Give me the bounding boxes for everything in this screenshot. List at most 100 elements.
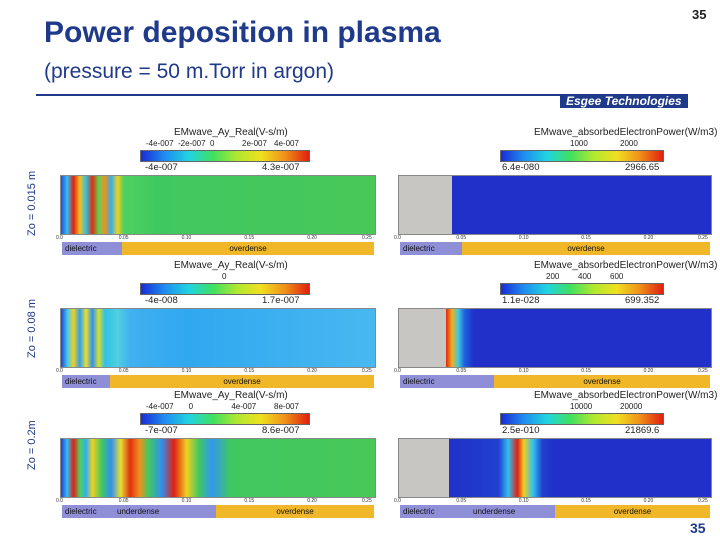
- left-colorbar-tick: 0: [222, 272, 227, 281]
- right-colorbar-max: 21869.6: [625, 425, 660, 436]
- left-axis-tick: 0.0: [56, 235, 63, 241]
- right-field-plot: [398, 175, 712, 235]
- right-axis-tick: 0.0: [394, 368, 401, 374]
- right-colorbar-tick: 1000: [570, 139, 588, 148]
- right-axis-tick: 0.20: [643, 368, 654, 374]
- left-colorbar: [140, 150, 310, 162]
- left-axis-tick: 0.25: [362, 368, 372, 374]
- left-colorbar-max: 1.7e-007: [262, 295, 300, 306]
- page-number-top: 35: [692, 7, 707, 22]
- right-axis-tick: 0.15: [581, 498, 591, 504]
- left-axis-tick: 0.10: [181, 368, 192, 374]
- left-axis-tick: 0.15: [244, 498, 255, 504]
- right-colorbar: [500, 283, 664, 295]
- left-colorbar-max: 8.6e-007: [262, 425, 300, 436]
- left-colorbar-title: EMwave_Ay_Real(V-s/m): [174, 127, 288, 138]
- left-axis-tick: 0.20: [307, 498, 317, 504]
- right-axis-tick: 0.20: [643, 498, 654, 504]
- right-axis-tick: 0.05: [456, 368, 467, 374]
- right-axis-tick: 0.20: [643, 235, 654, 241]
- right-colorbar-tick: 10000: [570, 402, 593, 411]
- left-colorbar-tick: -2e-007: [178, 139, 206, 148]
- left-region-di: dielectric: [62, 242, 122, 255]
- right-axis-tick: 0.10: [518, 498, 529, 504]
- left-field-plot: [60, 175, 376, 235]
- left-axis-tick: 0.15: [244, 235, 255, 241]
- right-axis-tick: 0.0: [394, 498, 401, 504]
- right-axis-tick: 0.25: [698, 235, 708, 241]
- right-axis-tick: 0.05: [456, 235, 467, 241]
- left-colorbar-min: -4e-007: [145, 162, 178, 173]
- left-region-ov: overdense: [110, 375, 374, 388]
- right-colorbar-tick: 2000: [620, 139, 638, 148]
- right-colorbar: [500, 413, 664, 425]
- left-colorbar-title: EMwave_Ay_Real(V-s/m): [174, 260, 288, 271]
- page-subtitle: (pressure = 50 m.Torr in argon): [44, 60, 335, 83]
- right-colorbar-min: 6.4e-080: [502, 162, 540, 173]
- right-colorbar-max: 2966.65: [625, 162, 660, 173]
- right-colorbar-min: 2.5e-010: [502, 425, 540, 436]
- left-axis-tick: 0.20: [307, 368, 317, 374]
- left-colorbar-title: EMwave_Ay_Real(V-s/m): [174, 390, 288, 401]
- left-axis-tick: 0.05: [118, 235, 129, 241]
- left-axis-tick: 0.05: [118, 368, 129, 374]
- left-field-plot: [60, 438, 376, 498]
- right-colorbar-title: EMwave_absorbedElectronPower(W/m3): [534, 390, 718, 401]
- left-region-un: underdense: [114, 505, 216, 518]
- right-axis-tick: 0.05: [456, 498, 467, 504]
- right-colorbar-tick: 400: [578, 272, 592, 281]
- right-region-un: underdense: [470, 505, 555, 518]
- left-colorbar-min: -7e-007: [145, 425, 178, 436]
- right-colorbar-tick: 600: [610, 272, 624, 281]
- right-axis-tick: 0.15: [581, 235, 591, 241]
- row-label: Zo = 0.08 m: [26, 298, 38, 358]
- left-colorbar-tick: 0: [188, 402, 194, 411]
- row-label: Zo = 0.015 m: [26, 170, 38, 236]
- right-region-di: dielectric: [400, 242, 462, 255]
- right-axis-tick: 0.25: [698, 368, 708, 374]
- left-region-ov: overdense: [122, 242, 374, 255]
- right-colorbar-tick: 20000: [620, 402, 643, 411]
- left-colorbar-tick: 0: [210, 139, 215, 148]
- left-region-di: dielectric: [62, 505, 114, 518]
- left-colorbar-tick: 2e-007: [242, 139, 267, 148]
- left-colorbar-max: 4.3e-007: [262, 162, 300, 173]
- right-region-di: dielectric: [400, 505, 470, 518]
- right-colorbar-min: 1.1e-028: [502, 295, 540, 306]
- right-colorbar-tick: 200: [546, 272, 560, 281]
- right-axis-tick: 0.15: [581, 368, 591, 374]
- row-label: Zo = 0.2m: [26, 420, 38, 470]
- right-field-plot: [398, 308, 712, 368]
- left-axis-tick: 0.20: [307, 235, 317, 241]
- right-colorbar-title: EMwave_absorbedElectronPower(W/m3): [534, 260, 718, 271]
- right-colorbar-title: EMwave_absorbedElectronPower(W/m3): [534, 127, 718, 138]
- right-axis-tick: 0.10: [518, 368, 529, 374]
- right-axis-tick: 0.25: [698, 498, 708, 504]
- right-region-di: dielectric: [400, 375, 494, 388]
- left-axis-tick: 0.25: [362, 235, 372, 241]
- right-colorbar-max: 699.352: [625, 295, 660, 306]
- left-axis-tick: 0.10: [181, 498, 192, 504]
- company-logo: Esgee Technologies: [560, 94, 688, 108]
- left-field-plot: [60, 308, 376, 368]
- left-colorbar-tick: 4e-007: [231, 402, 257, 411]
- right-region-ov: overdense: [462, 242, 710, 255]
- left-axis-tick: 0.05: [118, 498, 129, 504]
- left-region-di: dielectric: [62, 375, 110, 388]
- left-axis-tick: 0.10: [181, 235, 192, 241]
- left-colorbar-tick: 8e-007: [274, 402, 299, 411]
- right-axis-tick: 0.10: [518, 235, 529, 241]
- left-region-ov: overdense: [216, 505, 374, 518]
- left-colorbar-min: -4e-008: [145, 295, 178, 306]
- left-axis-tick: 0.0: [56, 498, 63, 504]
- header-rule: [36, 94, 662, 96]
- page-title: Power deposition in plasma: [44, 16, 441, 49]
- right-field-plot: [398, 438, 712, 498]
- left-axis-tick: 0.0: [56, 368, 63, 374]
- page-number-bottom: 35: [690, 520, 706, 536]
- left-colorbar: [140, 413, 310, 425]
- right-axis-tick: 0.0: [394, 235, 401, 241]
- left-axis-tick: 0.25: [362, 498, 372, 504]
- right-colorbar: [500, 150, 664, 162]
